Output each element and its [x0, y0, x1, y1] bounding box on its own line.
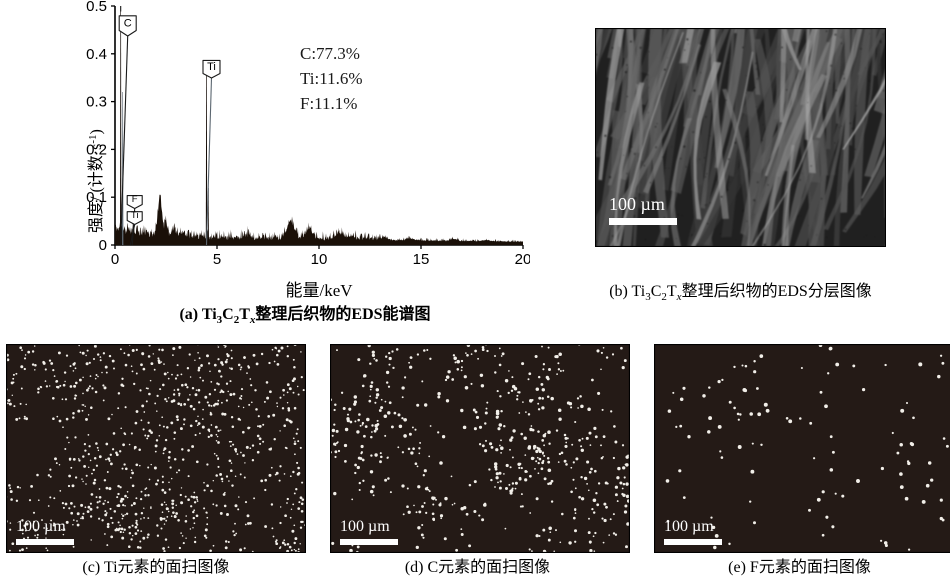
svg-text:100 µm: 100 µm — [664, 518, 714, 535]
svg-text:20: 20 — [515, 251, 530, 268]
svg-text:Ti: Ti — [207, 61, 216, 73]
svg-text:C: C — [124, 18, 132, 30]
svg-text:0.5: 0.5 — [86, 0, 107, 15]
svg-text:F:11.1%: F:11.1% — [300, 94, 357, 113]
svg-text:0: 0 — [99, 237, 107, 254]
svg-text:100 µm: 100 µm — [340, 518, 390, 535]
svg-text:100 µm: 100 µm — [609, 194, 665, 214]
svg-text:100 µm: 100 µm — [16, 518, 66, 535]
svg-text:0: 0 — [111, 251, 119, 268]
svg-text:C:77.3%: C:77.3% — [300, 44, 360, 63]
svg-text:F: F — [132, 194, 138, 205]
svg-text:Ti:11.6%: Ti:11.6% — [300, 69, 363, 88]
svg-text:能量/keV: 能量/keV — [285, 281, 353, 300]
svg-text:15: 15 — [413, 251, 430, 268]
svg-text:5: 5 — [213, 251, 221, 268]
svg-text:10: 10 — [311, 251, 328, 268]
svg-text:Ti: Ti — [131, 210, 139, 221]
